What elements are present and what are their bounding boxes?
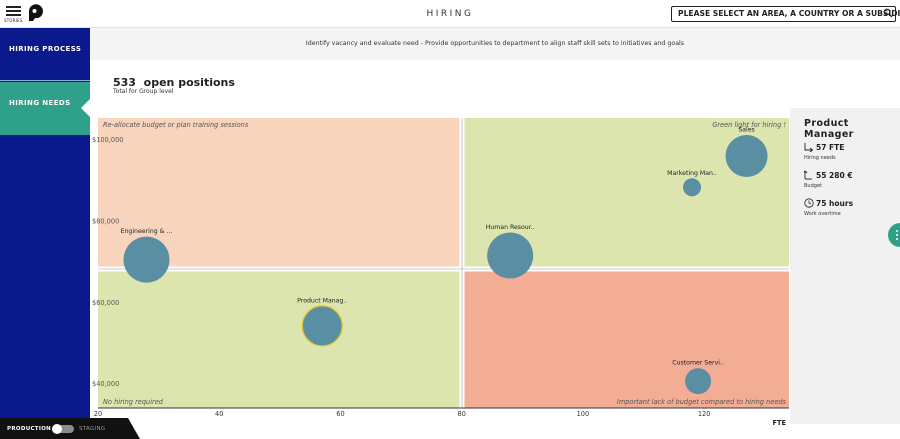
top-bar: STORIES HIRING PLEASE SELECT AN AREA, A … bbox=[0, 0, 900, 28]
bubble[interactable] bbox=[301, 305, 343, 347]
detail-value: 57 FTE bbox=[816, 143, 845, 152]
sidebar-item-label: HIRING NEEDS bbox=[9, 99, 71, 107]
quadrant-bottom-left bbox=[98, 271, 460, 408]
environment-toggle[interactable] bbox=[52, 424, 74, 434]
bubble[interactable] bbox=[725, 134, 768, 177]
detail-title: Product Manager bbox=[804, 118, 854, 140]
sidebar: HIRING PROCESS HIRING NEEDS bbox=[0, 28, 90, 418]
detail-panel: Product Manager 57 FTE Hiring needs 55 2… bbox=[790, 108, 900, 424]
bubble[interactable] bbox=[685, 368, 712, 395]
bubble-chart: Re-allocate budget or plan training sess… bbox=[92, 118, 789, 427]
y-tick-label: $100,000 bbox=[92, 136, 123, 144]
fte-arrow-icon bbox=[804, 143, 814, 152]
bubble-label: Customer Servi.. bbox=[672, 360, 724, 367]
menu-button[interactable]: STORIES bbox=[4, 4, 23, 24]
toggle-knob bbox=[52, 424, 62, 434]
y-tick-label: $80,000 bbox=[92, 218, 119, 226]
detail-label: Budget bbox=[804, 183, 822, 189]
search-placeholder: PLEASE SELECT AN AREA, A COUNTRY OR A SU… bbox=[678, 9, 900, 18]
quadrant-label: Re-allocate budget or plan training sess… bbox=[103, 121, 249, 129]
page-description: Identify vacancy and evaluate need - Pro… bbox=[305, 40, 685, 47]
bubble[interactable] bbox=[123, 236, 170, 283]
quadrant-label: Green light for hiring ! bbox=[712, 121, 786, 129]
sidebar-item-label: HIRING PROCESS bbox=[9, 45, 82, 53]
environment-bar: PRODUCTION STAGING bbox=[0, 418, 140, 439]
x-tick-label: 20 bbox=[94, 410, 102, 418]
logo-icon bbox=[28, 4, 43, 21]
x-tick-label: 100 bbox=[577, 410, 590, 418]
y-tick-label: $40,000 bbox=[92, 380, 119, 388]
search-input[interactable]: PLEASE SELECT AN AREA, A COUNTRY OR A SU… bbox=[671, 6, 900, 22]
open-positions-count: 533 open positions bbox=[113, 76, 235, 89]
detail-label: Work overtime bbox=[804, 211, 841, 217]
dot-icon bbox=[896, 238, 899, 241]
x-tick-label: 120 bbox=[698, 410, 711, 418]
y-tick-label: $60,000 bbox=[92, 299, 119, 307]
dot-icon bbox=[896, 230, 899, 233]
search-icon[interactable] bbox=[883, 8, 893, 18]
app-title: HIRING bbox=[426, 9, 474, 19]
x-tick-label: 80 bbox=[457, 410, 465, 418]
quadrant-bottom-right bbox=[464, 271, 789, 408]
x-tick-label: 60 bbox=[336, 410, 344, 418]
detail-label: Hiring needs bbox=[804, 155, 836, 161]
staging-label: STAGING bbox=[79, 426, 106, 432]
production-label: PRODUCTION bbox=[7, 426, 52, 432]
x-tick-label: 40 bbox=[215, 410, 223, 418]
sidebar-item-hiring-needs[interactable]: HIRING NEEDS bbox=[0, 82, 90, 135]
bubble-label: Product Manag.. bbox=[297, 297, 347, 304]
count-sublabel: Total for Group level bbox=[113, 88, 174, 95]
budget-arrow-icon bbox=[804, 170, 812, 180]
bubble-label: Sales bbox=[738, 126, 754, 133]
count-value: 533 bbox=[113, 76, 136, 89]
bubble[interactable] bbox=[487, 232, 534, 279]
more-options-button[interactable] bbox=[888, 223, 900, 247]
sidebar-item-hiring-process[interactable]: HIRING PROCESS bbox=[0, 28, 90, 81]
active-indicator bbox=[81, 99, 90, 117]
quadrant-label: No hiring required bbox=[103, 398, 164, 406]
bubble-label: Human Resour.. bbox=[486, 224, 535, 231]
x-axis-title: FTE bbox=[772, 419, 786, 427]
bubble-label: Marketing Man.. bbox=[667, 170, 717, 177]
dot-icon bbox=[896, 234, 899, 237]
description-band: Identify vacancy and evaluate need - Pro… bbox=[90, 28, 900, 60]
bubble-label: Engineering & ... bbox=[121, 228, 173, 235]
clock-icon bbox=[804, 198, 814, 208]
detail-value: 75 hours bbox=[816, 199, 854, 208]
bubble[interactable] bbox=[683, 178, 702, 197]
quadrant-label: Important lack of budget compared to hir… bbox=[617, 398, 787, 406]
count-label: open positions bbox=[143, 76, 235, 89]
menu-label: STORIES bbox=[4, 18, 23, 23]
detail-value: 55 280 € bbox=[816, 171, 853, 180]
